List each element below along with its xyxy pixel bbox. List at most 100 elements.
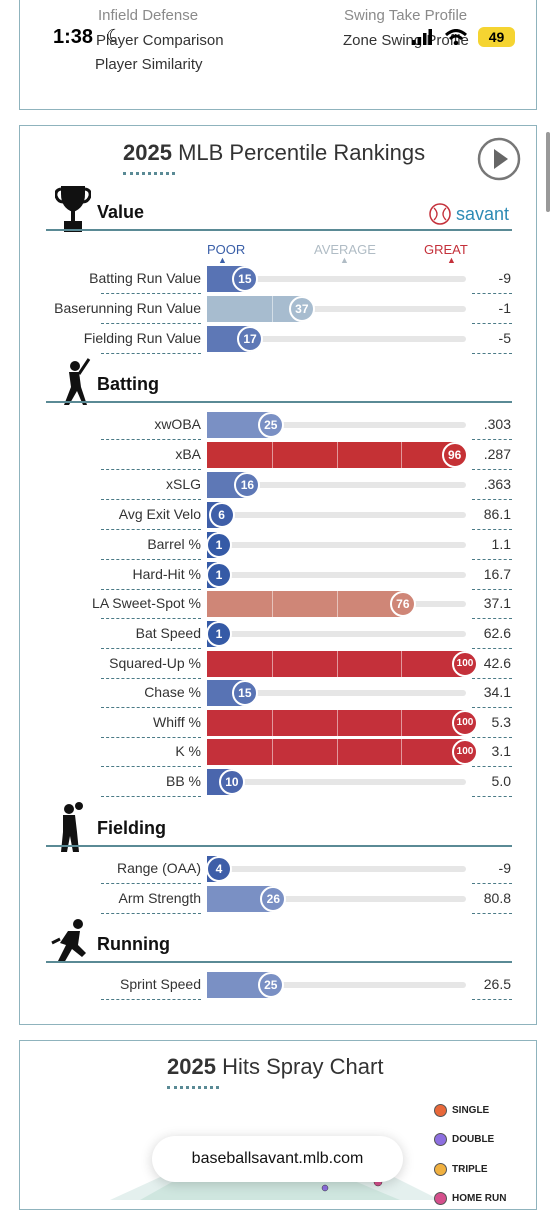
- row-dash-left: [101, 913, 201, 914]
- metric-value: 5.0: [491, 773, 511, 789]
- savant-logo: savant: [428, 202, 509, 226]
- metric-label: Fielding Run Value: [83, 330, 201, 346]
- rankings-title-text: MLB Percentile Rankings: [178, 140, 426, 165]
- bar-gridline: [401, 710, 403, 736]
- percentile-track: [207, 631, 466, 637]
- percentile-circle[interactable]: 6: [208, 502, 235, 528]
- row-dash-right: [472, 353, 512, 354]
- metric-value: 86.1: [483, 506, 511, 522]
- metric-value: 26.5: [483, 976, 511, 992]
- section-title-running: Running: [97, 934, 170, 954]
- percentile-circle[interactable]: 1: [206, 621, 232, 647]
- title-underline: [123, 172, 175, 175]
- row-dash-right: [472, 589, 512, 590]
- legend-label: TRIPLE: [452, 1164, 488, 1175]
- scrollbar-thumb[interactable]: [546, 132, 550, 212]
- percentile-circle[interactable]: 15: [231, 266, 258, 292]
- percentile-circle[interactable]: 4: [206, 856, 232, 882]
- percentile-track: [207, 306, 466, 312]
- percentile-circle[interactable]: 1: [206, 532, 232, 558]
- row-dash-right: [472, 913, 512, 914]
- bar-gridline: [336, 739, 338, 765]
- metric-label: Arm Strength: [118, 890, 201, 906]
- percentile-circle[interactable]: 100: [452, 739, 478, 765]
- row-dash-left: [101, 529, 201, 530]
- row-dash-right: [472, 529, 512, 530]
- nav-link-player-similarity[interactable]: Player Similarity: [95, 56, 203, 73]
- legend-label: HOME RUN: [452, 1193, 507, 1204]
- percentile-circle[interactable]: 25: [257, 412, 284, 438]
- section-divider: [46, 229, 512, 231]
- row-dash-left: [101, 678, 201, 679]
- percentile-circle[interactable]: 25: [257, 972, 284, 998]
- nav-card: [19, 0, 537, 110]
- row-dash-left: [101, 883, 201, 884]
- row-dash-left: [101, 999, 201, 1000]
- bar-gridline: [401, 739, 403, 765]
- percentile-circle[interactable]: 26: [260, 886, 287, 912]
- metric-label: xSLG: [165, 476, 201, 492]
- bar-gridline: [271, 739, 273, 765]
- metric-value: 16.7: [483, 566, 511, 582]
- percentile-track: [207, 896, 466, 902]
- percentile-circle[interactable]: 1: [206, 562, 232, 588]
- bar-gridline: [271, 296, 273, 322]
- metric-value: -1: [498, 300, 511, 316]
- nav-link-swing-take-profile[interactable]: Swing Take Profile: [344, 7, 468, 24]
- percentile-circle[interactable]: 96: [441, 442, 468, 468]
- percentile-circle[interactable]: 10: [218, 769, 245, 795]
- percentile-circle[interactable]: 100: [452, 651, 478, 677]
- percentile-bar: [207, 442, 456, 468]
- rankings-year: 2025: [123, 140, 172, 165]
- metric-label: Sprint Speed: [120, 976, 201, 992]
- section-title-batting: Batting: [97, 374, 159, 394]
- section-title-fielding: Fielding: [97, 818, 166, 838]
- row-dash-left: [101, 707, 201, 708]
- metric-label: Range (OAA): [116, 860, 201, 876]
- metric-value: 80.8: [483, 890, 511, 906]
- row-dash-right: [472, 618, 512, 619]
- percentile-track: [207, 482, 466, 488]
- play-button-icon[interactable]: [477, 137, 521, 181]
- metric-value: 3.1: [491, 743, 511, 759]
- bar-gridline: [401, 442, 403, 468]
- metric-label: Hard-Hit %: [132, 566, 201, 582]
- metric-value: 5.3: [491, 714, 511, 730]
- scale-marker-icon: ▲: [340, 255, 349, 265]
- metric-label: Batting Run Value: [89, 270, 201, 286]
- row-dash-left: [101, 589, 201, 590]
- url-bar[interactable]: baseballsavant.mlb.com: [152, 1136, 403, 1182]
- metric-label: Baserunning Run Value: [54, 300, 201, 316]
- nav-link-zone-swing-profile[interactable]: Zone Swing Profile: [343, 32, 469, 49]
- percentile-circle[interactable]: 76: [389, 591, 416, 617]
- scale-label-average: AVERAGE: [314, 242, 376, 257]
- row-dash-right: [472, 678, 512, 679]
- row-dash-right: [472, 499, 512, 500]
- percentile-bar: [207, 591, 404, 617]
- row-dash-left: [101, 796, 201, 797]
- row-dash-left: [101, 469, 201, 470]
- percentile-circle[interactable]: 100: [452, 710, 478, 736]
- percentile-circle[interactable]: 16: [234, 472, 261, 498]
- percentile-circle[interactable]: 17: [237, 326, 264, 352]
- baseball-icon: [429, 203, 451, 225]
- percentile-track: [207, 572, 466, 578]
- percentile-circle[interactable]: 15: [231, 680, 258, 706]
- row-dash-right: [472, 293, 512, 294]
- scale-label-great: GREAT: [424, 242, 468, 257]
- metric-label: K %: [175, 743, 201, 759]
- spray-title-underline: [167, 1086, 219, 1089]
- metric-label: Barrel %: [147, 536, 201, 552]
- row-dash-right: [472, 559, 512, 560]
- metric-label: LA Sweet-Spot %: [92, 595, 201, 611]
- nav-link-player-comparison[interactable]: Player Comparison: [96, 32, 224, 49]
- bar-gridline: [336, 651, 338, 677]
- percentile-circle[interactable]: 37: [288, 296, 315, 322]
- runner-icon: [50, 917, 94, 974]
- nav-link-infield-defense[interactable]: Infield Defense: [98, 7, 199, 24]
- url-text: baseballsavant.mlb.com: [191, 1150, 364, 1167]
- spray-year: 2025: [167, 1054, 216, 1079]
- battery-level: 49: [488, 29, 505, 45]
- cellular-signal-icon: [412, 29, 432, 45]
- bar-gridline: [271, 710, 273, 736]
